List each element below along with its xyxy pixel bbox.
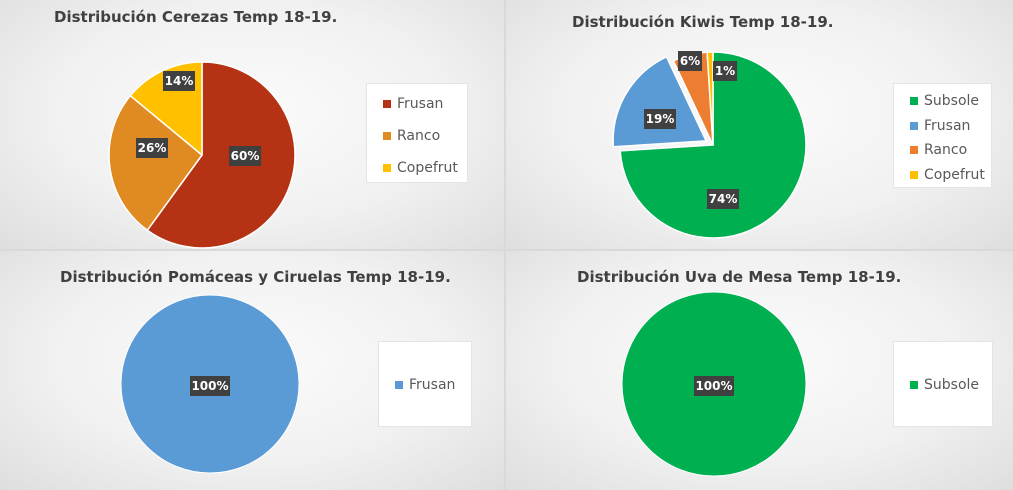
svg-text:14%: 14% xyxy=(165,74,194,88)
data-label: 26% xyxy=(136,138,168,158)
pie-chart: 100% xyxy=(120,294,300,474)
legend-label: Subsole xyxy=(924,377,980,393)
chart-panel-kiwis: Distribución Kiwis Temp 18-19. 74% 19% 6% 1… xyxy=(506,0,1013,249)
chart-legend: Subsole xyxy=(893,341,993,427)
data-label: 6% xyxy=(678,51,702,71)
legend-swatch xyxy=(910,381,918,389)
pie-slice-ranco xyxy=(108,94,203,231)
legend-item-ranco: Ranco xyxy=(383,127,440,145)
data-label: 19% xyxy=(644,109,676,129)
pie-chart: 100% xyxy=(621,291,807,477)
chart-legend: Subsole Frusan Ranco Copefrut xyxy=(893,83,992,188)
chart-title: Distribución Kiwis Temp 18-19. xyxy=(572,13,834,31)
chart-title: Distribución Uva de Mesa Temp 18-19. xyxy=(577,268,902,286)
legend-swatch xyxy=(910,170,918,179)
legend-label: Ranco xyxy=(397,128,441,144)
legend-item-frusan: Frusan xyxy=(910,117,970,135)
data-label: 74% xyxy=(707,189,739,209)
legend-label: Frusan xyxy=(397,96,444,112)
chart-legend: Frusan xyxy=(378,341,472,427)
legend-swatch xyxy=(383,132,391,140)
legend-item-frusan: Frusan xyxy=(383,95,443,113)
legend-swatch xyxy=(910,146,918,154)
legend-label: Ranco xyxy=(924,142,968,158)
pie-slice-frusan xyxy=(146,61,296,249)
legend-item-copefrut: Copefrut xyxy=(383,159,458,177)
pie-chart: 60% 26% 14% xyxy=(108,61,296,249)
chart-title: Distribución Cerezas Temp 18-19. xyxy=(54,8,338,26)
svg-text:100%: 100% xyxy=(695,379,732,393)
data-label: 14% xyxy=(163,71,195,91)
legend-swatch xyxy=(910,121,918,130)
data-label: 60% xyxy=(229,146,261,166)
legend-item-subsole: Subsole xyxy=(910,92,979,110)
legend-label: Frusan xyxy=(924,117,971,134)
legend-label: Copefrut xyxy=(397,160,458,176)
pie-slice-copefrut xyxy=(706,51,714,146)
legend-swatch xyxy=(383,164,391,172)
svg-text:6%: 6% xyxy=(680,54,700,68)
chart-panel-pomaceas: Distribución Pomáceas y Ciruelas Temp 18… xyxy=(0,251,504,490)
legend-item-copefrut: Copefrut xyxy=(910,166,985,184)
data-label: 100% xyxy=(694,376,734,396)
chart-title: Distribución Pomáceas y Ciruelas Temp 18… xyxy=(60,268,451,286)
data-label: 1% xyxy=(713,61,737,81)
legend-item-frusan: Frusan xyxy=(395,376,455,394)
legend-swatch xyxy=(395,381,403,389)
chart-panel-uva: Distribución Uva de Mesa Temp 18-19. 100… xyxy=(506,251,1013,490)
legend-item-ranco: Ranco xyxy=(910,141,967,159)
svg-text:60%: 60% xyxy=(231,149,260,163)
svg-text:74%: 74% xyxy=(709,192,738,206)
legend-item-subsole: Subsole xyxy=(910,376,979,394)
data-label: 100% xyxy=(190,376,230,396)
chart-legend: Frusan Ranco Copefrut xyxy=(366,83,468,183)
legend-label: Frusan xyxy=(409,377,456,393)
chart-panel-cerezas: Distribución Cerezas Temp 18-19. 60% 26% 1… xyxy=(0,0,504,249)
legend-swatch xyxy=(910,97,918,105)
legend-swatch xyxy=(383,100,391,108)
legend-label: Subsole xyxy=(924,93,980,109)
svg-text:100%: 100% xyxy=(191,379,228,393)
svg-text:26%: 26% xyxy=(138,141,167,155)
pie-slice-frusan xyxy=(612,56,707,148)
svg-text:1%: 1% xyxy=(715,64,735,78)
legend-label: Copefrut xyxy=(924,166,985,183)
svg-text:19%: 19% xyxy=(646,112,675,126)
pie-chart: 74% 19% 6% 1% xyxy=(612,51,807,239)
